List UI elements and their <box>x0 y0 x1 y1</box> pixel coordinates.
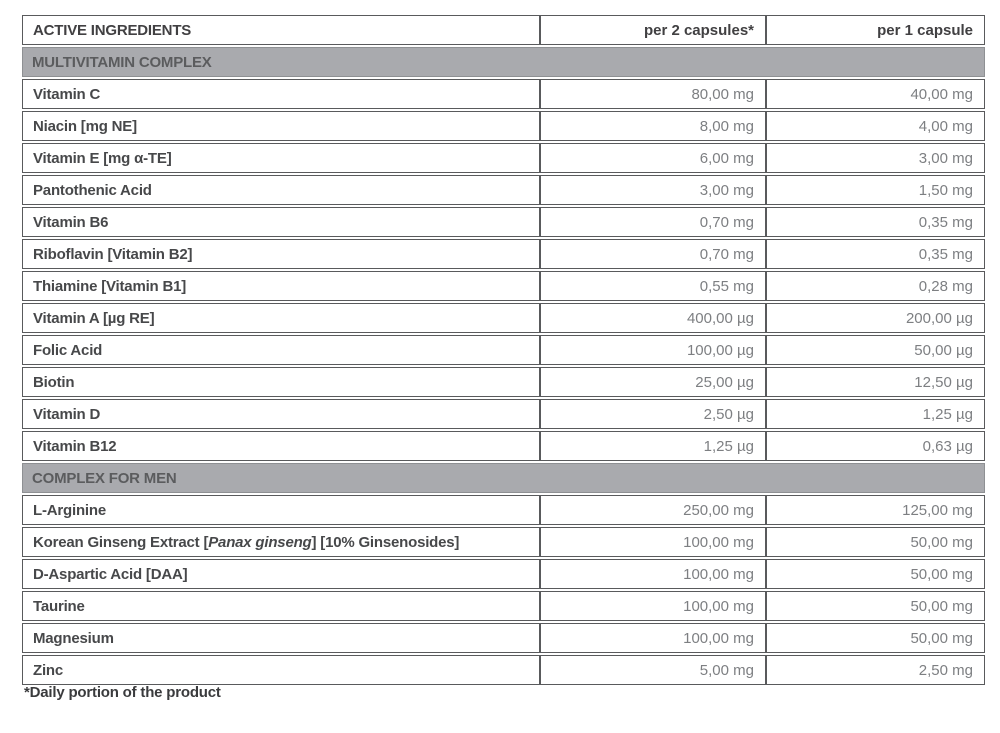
ingredients-table: ACTIVE INGREDIENTS per 2 capsules* per 1… <box>22 15 985 687</box>
ingredient-name: Vitamin A [µg RE] <box>33 309 155 327</box>
table-row-folic-acid: Folic Acid 100,00 µg 50,00 µg <box>22 335 985 365</box>
table-header-row: ACTIVE INGREDIENTS per 2 capsules* per 1… <box>22 15 985 45</box>
per1-value: 1,50 mg <box>765 176 984 204</box>
per2-value: 100,00 mg <box>539 560 765 588</box>
ingredient-name: Thiamine [Vitamin B1] <box>33 277 187 295</box>
ingredient-name: Korean Ginseng Extract [Panax ginseng] [… <box>23 528 539 556</box>
per2-value: 2,50 µg <box>539 400 765 428</box>
ingredient-name: Vitamin B12 <box>33 437 117 455</box>
daily-portion-footnote: *Daily portion of the product <box>24 684 221 701</box>
per2-value: 250,00 mg <box>539 496 765 524</box>
per2-value: 100,00 mg <box>539 528 765 556</box>
header-per-1-capsule: per 1 capsule <box>765 16 984 44</box>
per2-value: 0,55 mg <box>539 272 765 300</box>
per1-value: 0,35 mg <box>765 240 984 268</box>
per1-value: 0,63 µg <box>765 432 984 460</box>
ingredient-name: Vitamin B6 <box>33 213 109 231</box>
per2-value: 8,00 mg <box>539 112 765 140</box>
header-active-ingredients: ACTIVE INGREDIENTS <box>33 21 192 39</box>
per2-value: 3,00 mg <box>539 176 765 204</box>
section-title: COMPLEX FOR MEN <box>32 469 177 487</box>
ingredient-name: Vitamin C <box>33 85 101 103</box>
section-header-multivitamin-complex: MULTIVITAMIN COMPLEX <box>22 47 985 77</box>
ingredient-name: Vitamin E [mg α-TE] <box>33 149 172 167</box>
table-row-vitamin-e: Vitamin E [mg α-TE] 6,00 mg 3,00 mg <box>22 143 985 173</box>
table-row-niacin: Niacin [mg NE] 8,00 mg 4,00 mg <box>22 111 985 141</box>
table-row-l-arginine: L-Arginine 250,00 mg 125,00 mg <box>22 495 985 525</box>
table-row-korean-ginseng: Korean Ginseng Extract [Panax ginseng] [… <box>22 527 985 557</box>
table-row-pantothenic-acid: Pantothenic Acid 3,00 mg 1,50 mg <box>22 175 985 205</box>
per1-value: 12,50 µg <box>765 368 984 396</box>
ingredient-name: Taurine <box>33 597 85 615</box>
per1-value: 0,35 mg <box>765 208 984 236</box>
per1-value: 50,00 mg <box>765 624 984 652</box>
table-row-biotin: Biotin 25,00 µg 12,50 µg <box>22 367 985 397</box>
ingredient-name: Biotin <box>33 373 75 391</box>
per2-value: 100,00 mg <box>539 624 765 652</box>
per2-value: 1,25 µg <box>539 432 765 460</box>
name-part: Korean Ginseng Extract [ <box>33 533 209 551</box>
table-row-vitamin-c: Vitamin C 80,00 mg 40,00 mg <box>22 79 985 109</box>
table-row-vitamin-d: Vitamin D 2,50 µg 1,25 µg <box>22 399 985 429</box>
table-row-vitamin-b6: Vitamin B6 0,70 mg 0,35 mg <box>22 207 985 237</box>
ingredient-name: Riboflavin [Vitamin B2] <box>33 245 193 263</box>
table-row-d-aspartic-acid: D-Aspartic Acid [DAA] 100,00 mg 50,00 mg <box>22 559 985 589</box>
per1-value: 125,00 mg <box>765 496 984 524</box>
header-per-2-capsules: per 2 capsules* <box>539 16 765 44</box>
per2-value: 400,00 µg <box>539 304 765 332</box>
table-row-taurine: Taurine 100,00 mg 50,00 mg <box>22 591 985 621</box>
table-row-magnesium: Magnesium 100,00 mg 50,00 mg <box>22 623 985 653</box>
per1-value: 50,00 mg <box>765 560 984 588</box>
per2-value: 0,70 mg <box>539 240 765 268</box>
per1-value: 200,00 µg <box>765 304 984 332</box>
per1-value: 2,50 mg <box>765 656 984 684</box>
ingredient-name: Folic Acid <box>33 341 103 359</box>
section-header-complex-for-men: COMPLEX FOR MEN <box>22 463 985 493</box>
per1-value: 40,00 mg <box>765 80 984 108</box>
per2-value: 25,00 µg <box>539 368 765 396</box>
section-title: MULTIVITAMIN COMPLEX <box>32 53 212 71</box>
per2-value: 80,00 mg <box>539 80 765 108</box>
per2-value: 100,00 µg <box>539 336 765 364</box>
name-part: ] [10% Ginsenosides] <box>311 533 460 551</box>
per2-value: 5,00 mg <box>539 656 765 684</box>
table-row-riboflavin: Riboflavin [Vitamin B2] 0,70 mg 0,35 mg <box>22 239 985 269</box>
ingredient-name: Magnesium <box>33 629 114 647</box>
ingredient-name: Niacin [mg NE] <box>33 117 137 135</box>
table-row-vitamin-a: Vitamin A [µg RE] 400,00 µg 200,00 µg <box>22 303 985 333</box>
table-row-zinc: Zinc 5,00 mg 2,50 mg <box>22 655 985 685</box>
per2-value: 6,00 mg <box>539 144 765 172</box>
ingredient-name: Pantothenic Acid <box>33 181 152 199</box>
per1-value: 0,28 mg <box>765 272 984 300</box>
ingredient-name: L-Arginine <box>33 501 106 519</box>
ingredient-name: Vitamin D <box>33 405 101 423</box>
table-row-thiamine: Thiamine [Vitamin B1] 0,55 mg 0,28 mg <box>22 271 985 301</box>
ingredient-name: D-Aspartic Acid [DAA] <box>33 565 188 583</box>
per2-value: 100,00 mg <box>539 592 765 620</box>
table-row-vitamin-b12: Vitamin B12 1,25 µg 0,63 µg <box>22 431 985 461</box>
per1-value: 4,00 mg <box>765 112 984 140</box>
ingredient-name: Zinc <box>33 661 64 679</box>
per2-value: 0,70 mg <box>539 208 765 236</box>
per1-value: 50,00 mg <box>765 592 984 620</box>
per1-value: 50,00 mg <box>765 528 984 556</box>
name-part-latin: Panax ginseng <box>208 533 312 551</box>
per1-value: 3,00 mg <box>765 144 984 172</box>
per1-value: 1,25 µg <box>765 400 984 428</box>
per1-value: 50,00 µg <box>765 336 984 364</box>
